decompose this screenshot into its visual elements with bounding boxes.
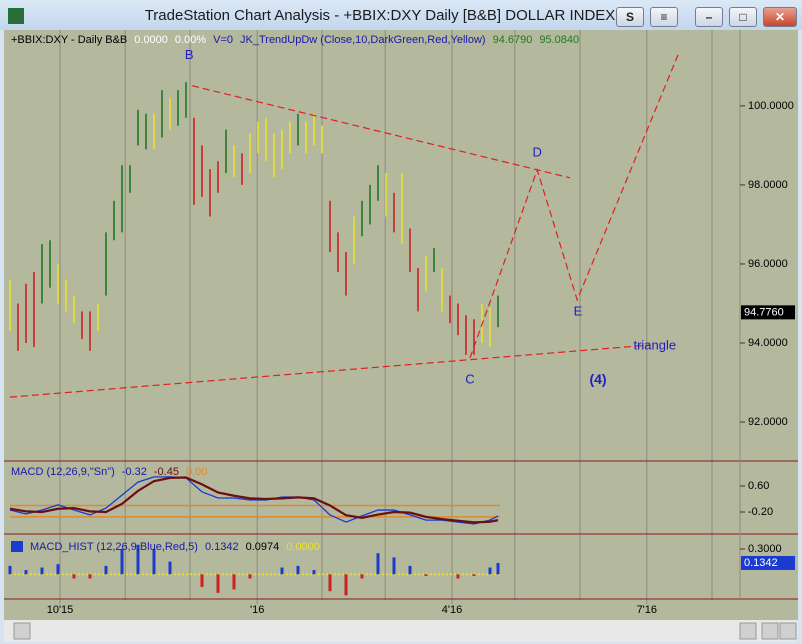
hist-bar bbox=[72, 574, 76, 579]
header-text: 0.0974 bbox=[246, 541, 280, 553]
header-text: 95.0840 bbox=[539, 34, 579, 46]
trend-line bbox=[469, 54, 679, 359]
last-value-label: 0.1342 bbox=[744, 557, 778, 569]
window-title: TradeStation Chart Analysis - +BBIX:DXY … bbox=[144, 7, 616, 24]
chart: 10'15 '16 4'16 7'16 92.0000 94.0000 96.0000 98.… bbox=[4, 30, 798, 642]
title-bar: TradeStation Chart Analysis - +BBIX:DXY … bbox=[0, 0, 802, 30]
wave-label: (4) bbox=[589, 371, 606, 387]
header-text: V=0 bbox=[213, 34, 233, 46]
y-tick-label: 98.0000 bbox=[748, 179, 788, 191]
header-text: 0.00% bbox=[175, 34, 206, 46]
hist-bar bbox=[56, 564, 60, 575]
hist-bar bbox=[232, 574, 236, 590]
wave-label: C bbox=[465, 372, 474, 387]
maximize-button[interactable]: □ bbox=[729, 7, 757, 27]
hist-bar bbox=[312, 570, 316, 575]
header-text: -0.32 bbox=[122, 466, 147, 478]
minimize-button[interactable]: – bbox=[695, 7, 723, 27]
hist-bar bbox=[136, 544, 140, 575]
menu-button[interactable]: ≡ bbox=[650, 7, 678, 27]
wave-label: triangle bbox=[633, 338, 676, 353]
hist-bar bbox=[360, 574, 364, 579]
header-text: 0.0000 bbox=[286, 541, 320, 553]
header-text: JK_TrendUpDw (Close,10,DarkGreen,Red,Yel… bbox=[240, 34, 486, 46]
last-value-box bbox=[741, 305, 795, 320]
hist-bar bbox=[496, 562, 500, 575]
hist-bar bbox=[280, 567, 284, 575]
header-text: -0.45 bbox=[154, 466, 179, 478]
trend-line bbox=[9, 344, 651, 398]
x-tick-label: 10'15 bbox=[47, 604, 74, 616]
y-tick-label: -0.20 bbox=[748, 506, 773, 518]
hist-bar bbox=[120, 548, 124, 575]
header-text: 94.6790 bbox=[493, 34, 533, 46]
scrollbar[interactable] bbox=[4, 620, 798, 642]
x-tick-label: 7'16 bbox=[637, 604, 657, 616]
y-tick-label: 0.60 bbox=[748, 480, 769, 492]
wave-label: D bbox=[533, 144, 542, 159]
symbol-button[interactable]: S bbox=[616, 7, 644, 27]
hist-bar bbox=[104, 565, 108, 575]
hist-bar bbox=[24, 570, 28, 575]
header-text: +BBIX:DXY - Daily B&B bbox=[11, 34, 127, 46]
header-text: MACD (12,26,9,"Sn") bbox=[11, 466, 115, 478]
hist-bar bbox=[344, 574, 348, 596]
header-text: MACD_HIST (12,26,9,Blue,Red,5) bbox=[30, 541, 198, 553]
hist-bar bbox=[376, 553, 380, 575]
x-tick-label: '16 bbox=[250, 604, 264, 616]
hist-bar bbox=[216, 574, 220, 593]
hist-bar bbox=[168, 561, 172, 575]
y-tick-label: 92.0000 bbox=[748, 416, 788, 428]
y-tick-label: 100.0000 bbox=[748, 100, 794, 112]
header-text: 0.0000 bbox=[134, 34, 168, 46]
y-tick-label: 94.0000 bbox=[748, 337, 788, 349]
hist-bar bbox=[152, 548, 156, 575]
x-tick-label: 4'16 bbox=[442, 604, 462, 616]
indicator-line bbox=[9, 476, 499, 525]
hist-bar bbox=[8, 565, 12, 575]
header-text: 0.00 bbox=[186, 466, 207, 478]
hist-bar bbox=[328, 574, 332, 592]
y-tick-label: 96.0000 bbox=[748, 258, 788, 270]
scroll-right[interactable] bbox=[739, 622, 757, 640]
hist-bar bbox=[248, 574, 252, 579]
wave-label: B bbox=[185, 47, 194, 62]
wave-label: E bbox=[574, 304, 583, 319]
header-text: 0.1342 bbox=[205, 541, 239, 553]
hist-bar bbox=[456, 574, 460, 579]
zoom-in[interactable] bbox=[761, 622, 779, 640]
hist-bar bbox=[488, 567, 492, 575]
indicator-line bbox=[9, 476, 499, 524]
hist-bar bbox=[408, 565, 412, 575]
y-tick-label: 0.3000 bbox=[748, 543, 782, 555]
hist-bar bbox=[472, 574, 476, 576]
indicator-icon bbox=[11, 541, 23, 552]
trend-line bbox=[191, 85, 571, 179]
hist-bar bbox=[392, 557, 396, 575]
hist-bar bbox=[200, 574, 204, 587]
hist-bar bbox=[424, 574, 428, 576]
last-value-box bbox=[741, 555, 795, 570]
close-button[interactable]: ✕ bbox=[763, 7, 797, 27]
app-icon bbox=[8, 8, 24, 24]
last-value-label: 94.7760 bbox=[744, 306, 784, 318]
chart-background bbox=[4, 30, 798, 620]
hist-bar bbox=[296, 565, 300, 575]
hist-bar bbox=[40, 567, 44, 575]
zoom-out[interactable] bbox=[779, 622, 797, 640]
hist-bar bbox=[88, 574, 92, 579]
scroll-left[interactable] bbox=[13, 622, 31, 640]
